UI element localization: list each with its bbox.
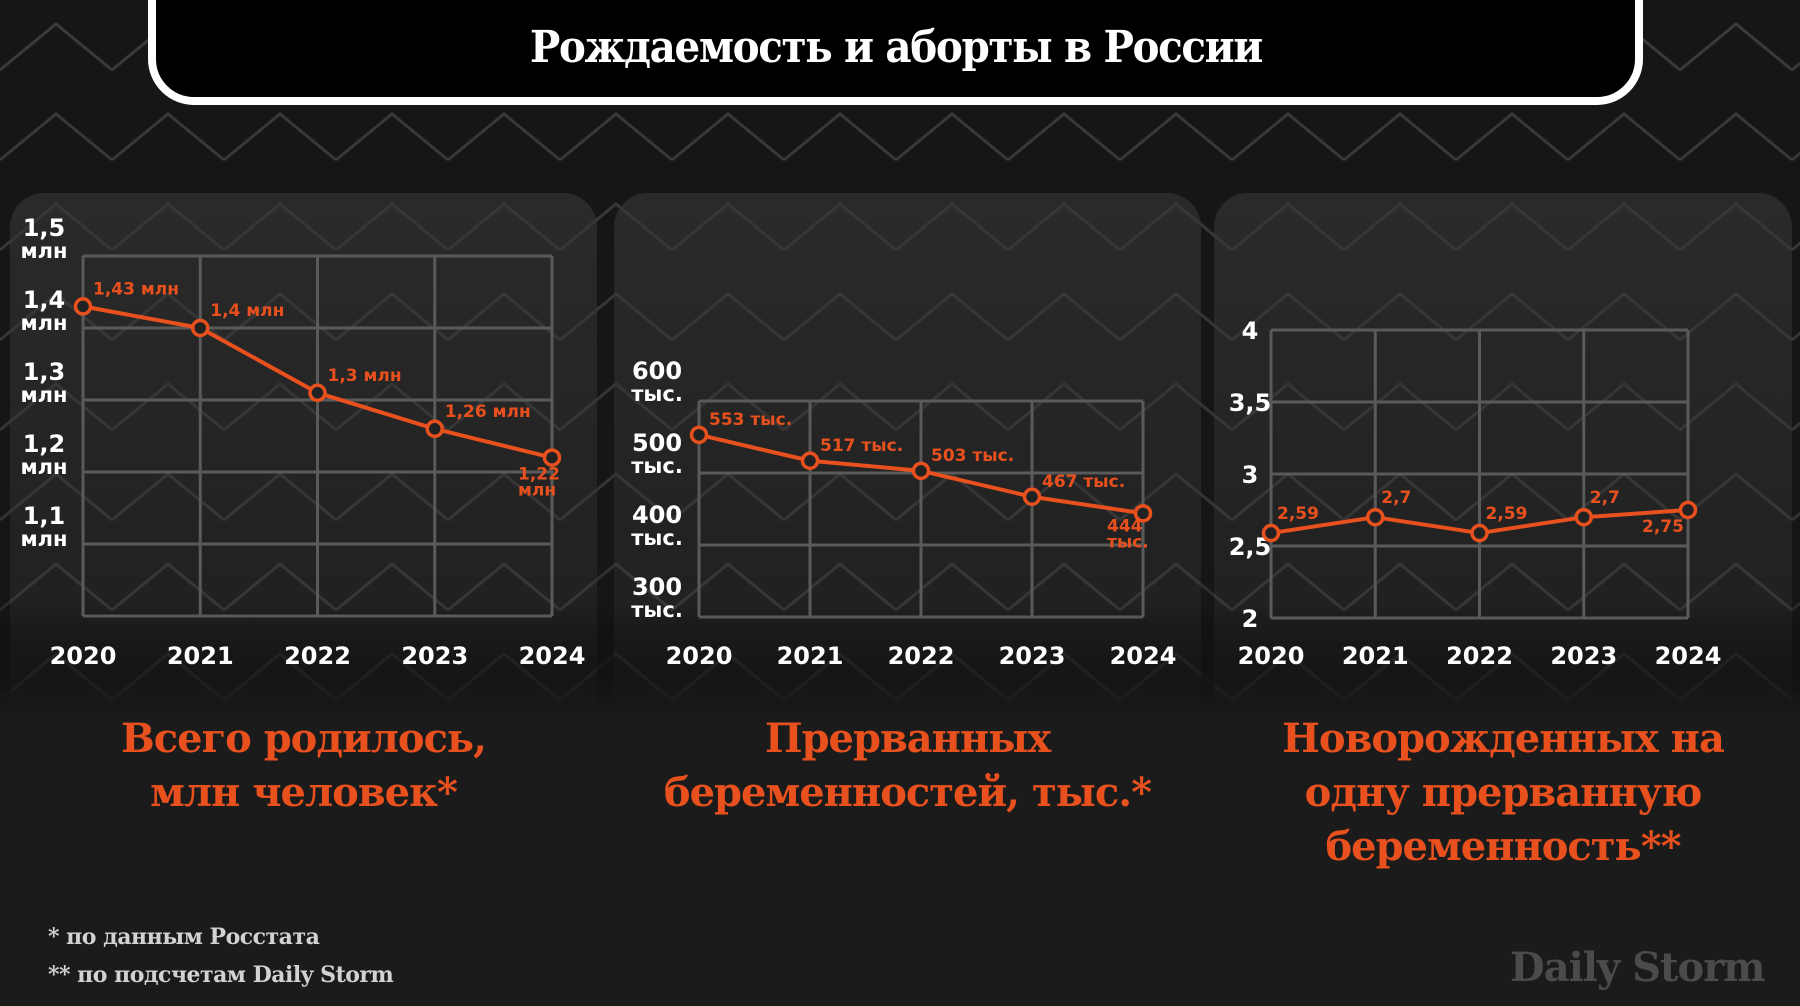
footnote-daily-storm: ** по подсчетам Daily Storm: [48, 962, 394, 988]
x-tick-label: 2020: [1238, 642, 1305, 670]
page-title: Рождаемость и аборты в России: [529, 22, 1263, 73]
data-point-marker: [1678, 500, 1698, 520]
caption-line: беременностей, тыс.*: [663, 769, 1152, 816]
data-label: 2,7: [1590, 488, 1620, 508]
daily-storm-logo: Daily Storm: [1510, 944, 1766, 991]
caption-line: Прерванных: [764, 715, 1051, 762]
y-tick-label: 2: [1242, 605, 1259, 633]
x-tick-label: 2024: [1655, 642, 1722, 670]
caption-line: одну прерванную: [1304, 769, 1703, 816]
y-tick-label: 3,5: [1229, 389, 1272, 417]
caption-ratio: Новорожденных на одну прерванную беремен…: [1214, 712, 1792, 874]
data-label: 2,59: [1277, 504, 1319, 524]
x-tick-label: 2021: [1342, 642, 1409, 670]
data-point-marker: [1261, 523, 1281, 543]
caption-line: Всего родилось,: [120, 715, 487, 762]
x-tick-label: 2023: [1550, 642, 1617, 670]
data-label: 2,59: [1486, 504, 1528, 524]
data-point-marker: [1470, 523, 1489, 543]
footnote-rosstat: * по данным Росстата: [48, 924, 320, 950]
caption-line: беременность**: [1325, 823, 1681, 870]
caption-births: Всего родилось, млн человек*: [10, 712, 597, 820]
caption-line: Новорожденных на: [1282, 715, 1725, 762]
grid: [1269, 328, 1690, 620]
data-label: 2,75: [1642, 517, 1684, 537]
caption-abortions: Прерванных беременностей, тыс.*: [614, 712, 1201, 820]
title-banner: Рождаемость и аборты в России: [148, 0, 1643, 105]
y-tick-label: 4: [1242, 317, 1259, 345]
data-point-marker: [1366, 507, 1385, 527]
caption-line: млн человек*: [150, 769, 458, 816]
footnotes: * по данным Росстата ** по подсчетам Dai…: [48, 918, 394, 994]
y-tick-label: 3: [1242, 461, 1259, 489]
x-tick-label: 2022: [1446, 642, 1513, 670]
data-label: 2,7: [1381, 488, 1411, 508]
data-point-marker: [1574, 507, 1593, 527]
